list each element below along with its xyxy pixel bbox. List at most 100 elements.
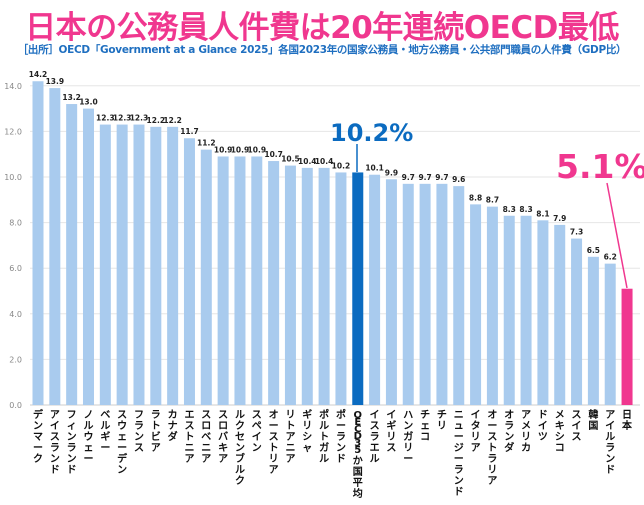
bar-アイルランド bbox=[604, 263, 616, 405]
x-tick-label: ニュージーランド bbox=[454, 410, 464, 498]
bar-フランス bbox=[133, 124, 145, 405]
bar-チェコ bbox=[419, 183, 431, 405]
bar-エストニア bbox=[183, 138, 195, 406]
data-label: 10.4 bbox=[315, 157, 334, 166]
bar-韓国 bbox=[587, 256, 599, 405]
x-tick-label: イタリア bbox=[471, 409, 481, 454]
x-tick-label: スペイン bbox=[252, 409, 262, 454]
y-tick-label: 6.0 bbox=[9, 264, 22, 273]
data-label: 8.8 bbox=[469, 193, 482, 202]
data-label: 6.2 bbox=[604, 253, 617, 262]
data-label: 7.3 bbox=[570, 228, 583, 237]
x-tick-label: 韓国 bbox=[588, 408, 598, 432]
x-tick-label: デンマーク bbox=[33, 408, 44, 465]
data-label: 7.9 bbox=[553, 214, 566, 223]
bar-ノルウェー bbox=[82, 108, 94, 405]
bar-ベルギー bbox=[99, 124, 111, 405]
x-tick-label: アイルランド bbox=[605, 409, 615, 476]
data-label: 8.7 bbox=[486, 196, 499, 205]
chart-title: 日本の公務員人件費は20年連続OECD最低 bbox=[25, 10, 619, 46]
bar-日本 bbox=[621, 288, 633, 405]
x-tick-label: ポーランド bbox=[336, 408, 346, 465]
x-tick-label: オーストラリア bbox=[487, 409, 497, 487]
bar-スウェーデン bbox=[116, 124, 128, 405]
bar-ポルトガル bbox=[318, 167, 330, 405]
x-tick-label: スロベニア bbox=[201, 409, 211, 465]
data-label: 11.7 bbox=[180, 127, 199, 136]
x-tick-label: スイス bbox=[572, 409, 582, 443]
bar-ルクセンブルク bbox=[234, 156, 246, 405]
data-label: 8.1 bbox=[536, 209, 549, 218]
x-tick-label: ルクセンブルク bbox=[235, 410, 245, 487]
bar-イギリス bbox=[385, 179, 397, 405]
y-tick-label: 4.0 bbox=[9, 310, 22, 319]
x-tick-label: アイスランド bbox=[50, 409, 60, 476]
data-label: 13.9 bbox=[46, 77, 65, 86]
data-label: 11.2 bbox=[197, 139, 216, 148]
x-tick-label: イスラエル bbox=[370, 409, 380, 465]
data-label: 12.2 bbox=[163, 116, 182, 125]
y-tick-label: 10.0 bbox=[4, 173, 22, 182]
data-label: 9.7 bbox=[435, 173, 448, 182]
x-tick-label: カナダ bbox=[168, 409, 178, 443]
japan-callout-line bbox=[606, 182, 628, 289]
x-tick-label: スウェーデン bbox=[117, 409, 128, 476]
japan-annotation: 5.1% bbox=[556, 147, 644, 186]
bar-フィンランド bbox=[66, 104, 78, 405]
x-tick-label: 日本 bbox=[622, 409, 633, 432]
data-label: 13.2 bbox=[62, 93, 81, 102]
data-label: 12.3 bbox=[113, 114, 132, 123]
data-label: 10.7 bbox=[264, 150, 283, 159]
x-tick-label: ギリシャ bbox=[302, 408, 312, 454]
bar-オーストリア bbox=[268, 161, 280, 405]
bar-スイス bbox=[571, 238, 583, 405]
y-tick-label: 0.0 bbox=[9, 401, 22, 410]
x-tick-label: ハンガリー bbox=[403, 410, 413, 465]
bar-ニュージーランド bbox=[453, 186, 465, 405]
data-label: 12.3 bbox=[130, 114, 149, 123]
x-tick-label: オーストリア bbox=[269, 409, 279, 476]
bar-ポーランド bbox=[335, 172, 347, 405]
x-tick-label: ドイツ bbox=[538, 409, 548, 443]
bar-オランダ bbox=[503, 215, 515, 405]
data-label: 10.9 bbox=[231, 145, 250, 154]
x-tick-label: スロバキア bbox=[218, 409, 228, 465]
bar-リトアニア bbox=[284, 165, 296, 405]
data-label: 14.2 bbox=[29, 70, 48, 79]
y-tick-label: 12.0 bbox=[4, 127, 22, 136]
bar-オーストラリア bbox=[486, 206, 498, 405]
bar-スロバキア bbox=[217, 156, 229, 405]
bar-スロベニア bbox=[200, 149, 212, 405]
bar-メキシコ bbox=[554, 224, 566, 405]
x-tick-label: ラトビア bbox=[151, 409, 161, 454]
y-tick-label: 8.0 bbox=[9, 219, 22, 228]
x-tick-label: チリ bbox=[437, 409, 447, 432]
x-tick-label: エストニア bbox=[184, 410, 194, 465]
data-label: 10.4 bbox=[298, 157, 317, 166]
bar-ハンガリー bbox=[402, 183, 414, 405]
bar-ドイツ bbox=[537, 220, 549, 405]
data-label: 10.9 bbox=[248, 145, 267, 154]
x-tick-label: メキシコ bbox=[555, 409, 565, 454]
data-label: 9.7 bbox=[418, 173, 431, 182]
data-label: 10.1 bbox=[365, 164, 384, 173]
x-tick-label: アメリカ bbox=[521, 409, 531, 454]
bar-アイスランド bbox=[49, 88, 61, 405]
oecd-annotation: 10.2% bbox=[330, 119, 413, 147]
data-label: 6.5 bbox=[587, 246, 600, 255]
bar-デンマーク bbox=[32, 81, 44, 406]
data-label: 8.3 bbox=[503, 205, 516, 214]
x-tick-label: フランス bbox=[134, 409, 144, 454]
data-label: 10.5 bbox=[281, 155, 300, 164]
x-tick-label: オランダ bbox=[504, 409, 514, 454]
x-tick-label: ベルギー bbox=[100, 409, 110, 454]
x-tick-label: リトアニア bbox=[285, 409, 295, 465]
data-label: 12.2 bbox=[147, 116, 166, 125]
bar-ギリシャ bbox=[301, 167, 313, 405]
data-label: 9.7 bbox=[402, 173, 415, 182]
bar-チリ bbox=[436, 183, 448, 405]
y-tick-label: 2.0 bbox=[9, 355, 22, 364]
data-label: 10.9 bbox=[214, 145, 233, 154]
